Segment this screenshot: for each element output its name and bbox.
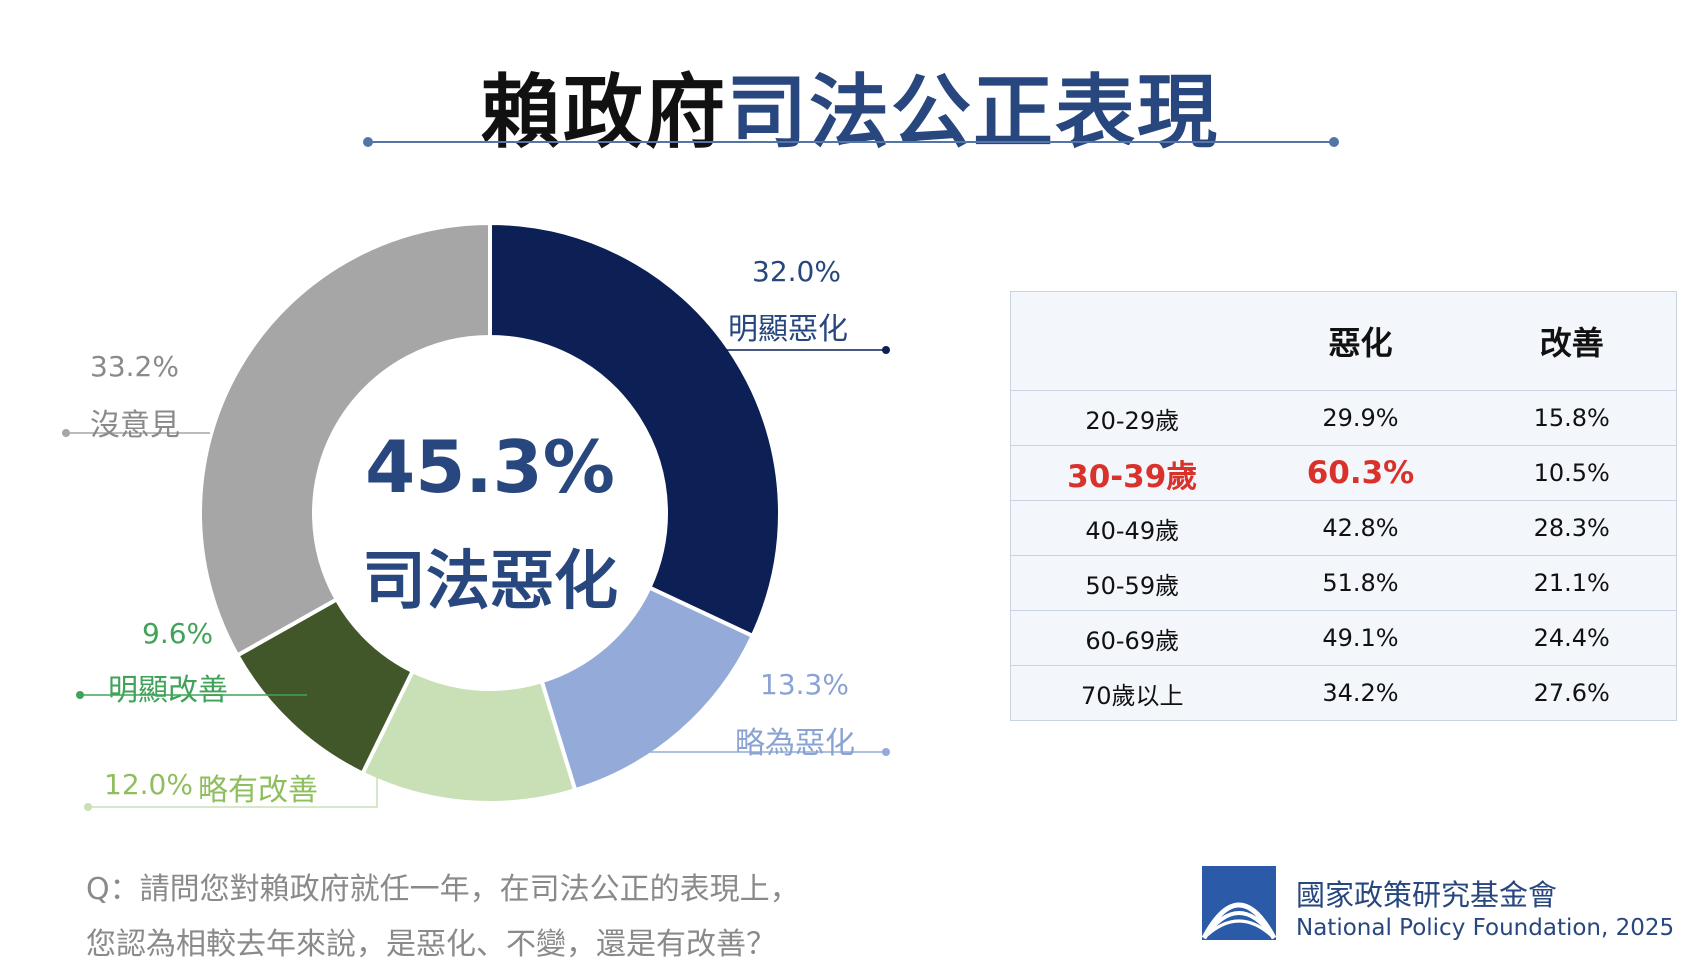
slice-severe-worse xyxy=(488,220,782,639)
table-header-row: 惡化 改善 xyxy=(1010,291,1677,391)
slice-no-opinion xyxy=(198,220,492,659)
header-worse: 惡化 xyxy=(1253,291,1468,391)
age-table: 惡化 改善 20-29歲 29.9% 15.8% 30-39歲 60.3% 10.5% 40… xyxy=(1010,291,1677,721)
table-row: 50-59歲 51.8% 21.1% xyxy=(1010,555,1677,611)
table-row: 70歲以上 34.2% 27.6% xyxy=(1010,665,1677,721)
leader-lines xyxy=(62,346,890,811)
leader-line-slight-better xyxy=(88,760,378,808)
header-age xyxy=(1010,291,1254,391)
cell-age: 50-59歲 xyxy=(1010,555,1254,611)
cell-better: 15.8% xyxy=(1467,390,1677,446)
cell-worse: 34.2% xyxy=(1253,665,1468,721)
table-row: 40-49歲 42.8% 28.3% xyxy=(1010,500,1677,556)
slice-pct-no-opinion: 33.2% xyxy=(90,350,179,383)
foundation-logo-icon xyxy=(1202,866,1276,940)
cell-better: 21.1% xyxy=(1467,555,1677,611)
org-name-zh: 國家政策研究基金會 xyxy=(1296,878,1558,912)
title-part2: 司法公正表現 xyxy=(727,66,1219,159)
header-better: 改善 xyxy=(1467,291,1677,391)
leader-dot-no-opinion xyxy=(62,429,70,437)
cell-worse: 42.8% xyxy=(1253,500,1468,556)
slice-label-severe-better: 明顯改善 xyxy=(108,673,228,708)
cell-better: 10.5% xyxy=(1467,445,1677,501)
table-row: 60-69歲 49.1% 24.4% xyxy=(1010,610,1677,666)
cell-worse: 51.8% xyxy=(1253,555,1468,611)
slice-label-no-opinion: 沒意見 xyxy=(90,408,180,443)
title-part1: 賴政府 xyxy=(481,66,727,159)
slice-label-severe-worse: 明顯惡化 xyxy=(728,312,848,347)
table-row: 20-29歲 29.9% 15.8% xyxy=(1010,390,1677,446)
slice-label-slight-better: 略有改善 xyxy=(198,773,318,808)
center-label: 司法惡化 xyxy=(362,545,618,619)
underline-dot-left xyxy=(363,137,373,147)
org-name-en: National Policy Foundation, 2025 xyxy=(1296,915,1675,941)
cell-age: 20-29歲 xyxy=(1010,390,1254,446)
leader-dot-slight-better xyxy=(84,803,92,811)
table-row: 30-39歲 60.3% 10.5% xyxy=(1010,445,1677,501)
underline-dot-right xyxy=(1329,137,1339,147)
leader-dot-severe-better xyxy=(76,691,84,699)
leader-dot-severe-worse xyxy=(882,346,890,354)
donut-chart xyxy=(62,220,890,811)
slice-pct-slight-better: 12.0% xyxy=(104,768,193,801)
cell-worse: 49.1% xyxy=(1253,610,1468,666)
slice-pct-severe-worse: 32.0% xyxy=(752,255,841,288)
cell-better: 28.3% xyxy=(1467,500,1677,556)
cell-better: 24.4% xyxy=(1467,610,1677,666)
cell-better: 27.6% xyxy=(1467,665,1677,721)
cell-age: 30-39歲 xyxy=(1010,445,1254,501)
slice-pct-slight-worse: 13.3% xyxy=(760,668,849,701)
slice-pct-severe-better: 9.6% xyxy=(142,617,214,650)
cell-worse: 60.3% xyxy=(1253,445,1468,501)
question-line-1: Q：請問您對賴政府就任一年，在司法公正的表現上， xyxy=(86,872,800,907)
center-value: 45.3% xyxy=(365,425,615,509)
slice-label-slight-worse: 略為惡化 xyxy=(735,726,855,761)
survey-question: Q：請問您對賴政府就任一年，在司法公正的表現上， 您認為相較去年來說，是惡化、不… xyxy=(86,862,800,972)
cell-age: 60-69歲 xyxy=(1010,610,1254,666)
page-title: 賴政府司法公正表現 xyxy=(0,48,1700,164)
title-underline xyxy=(368,141,1334,143)
cell-age: 70歲以上 xyxy=(1010,665,1254,721)
cell-worse: 29.9% xyxy=(1253,390,1468,446)
cell-age: 40-49歲 xyxy=(1010,500,1254,556)
leader-dot-slight-worse xyxy=(882,748,890,756)
question-line-2: 您認為相較去年來說，是惡化、不變，還是有改善？ xyxy=(86,927,776,962)
